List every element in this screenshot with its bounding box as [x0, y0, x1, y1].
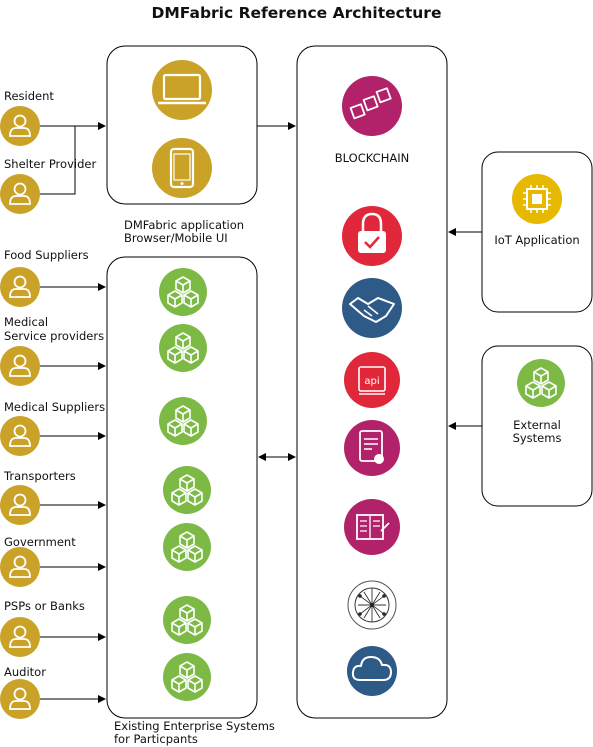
external-systems-label-line1: External: [513, 418, 561, 432]
mobile-phone-icon: [152, 138, 212, 198]
enterprise-system-cubes-icon: [162, 595, 212, 645]
network-globe-icon: [347, 580, 397, 630]
shelter-provider-label: Shelter Provider: [4, 157, 97, 171]
lock-check-icon: [342, 206, 402, 266]
api-icon: api: [344, 352, 400, 408]
resident-person-icon: [0, 105, 41, 147]
transporters-person-icon: [0, 484, 41, 526]
medical-service-person-icon: [0, 345, 41, 387]
enterprise-system-cubes-icon: [162, 465, 212, 515]
ledger-icon: [344, 499, 400, 555]
enterprise-box-label-line1: Existing Enterprise Systems: [114, 719, 275, 733]
cloud-icon: [347, 646, 397, 696]
iot-application-label: IoT Application: [494, 233, 580, 247]
enterprise-box-label-line2: for Particpants: [114, 732, 198, 746]
food-suppliers-label: Food Suppliers: [4, 248, 89, 262]
transporters-label: Transporters: [4, 469, 76, 483]
blockchain-label: BLOCKCHAIN: [334, 151, 410, 165]
diagram-title: DMFabric Reference Architecture: [151, 4, 442, 22]
medical-suppliers-person-icon: [0, 415, 41, 457]
medical-suppliers-label: Medical Suppliers: [4, 400, 106, 414]
external-systems-cubes-icon: [516, 358, 566, 408]
food-suppliers-person-icon: [0, 266, 41, 308]
enterprise-systems-box: [106, 256, 258, 719]
blockchain-cubes-icon: [342, 76, 402, 136]
resident-label: Resident: [4, 89, 54, 103]
auditor-person-icon: [0, 678, 41, 720]
participant-connectors: [40, 122, 482, 703]
external-systems-label-line2: Systems: [512, 431, 562, 445]
app-box-label-line1: DMFabric application: [124, 218, 245, 232]
laptop-icon: [152, 60, 212, 120]
psps-banks-person-icon: [0, 616, 41, 658]
psps-banks-label: PSPs or Banks: [4, 599, 85, 613]
government-label: Government: [4, 535, 76, 549]
chip-icon: [512, 174, 562, 224]
enterprise-system-cubes-icon: [158, 323, 208, 373]
app-box-label-line2: Browser/Mobile UI: [124, 231, 228, 245]
enterprise-system-cubes-icon: [162, 652, 212, 702]
enterprise-system-cubes-icon: [162, 522, 212, 572]
medical-service-label-line1: Medical: [4, 315, 49, 329]
blockchain-box: [296, 45, 448, 719]
shelter-provider-person-icon: [0, 173, 41, 215]
handshake-icon: [342, 278, 402, 338]
government-person-icon: [0, 546, 41, 588]
auditor-label: Auditor: [4, 665, 46, 679]
enterprise-system-cubes-icon: [158, 267, 208, 317]
enterprise-system-cubes-icon: [158, 396, 208, 446]
certificate-icon: [344, 420, 400, 476]
svg-text:api: api: [364, 376, 379, 387]
app-box: [106, 45, 258, 205]
medical-service-label-line2: Service providers: [4, 329, 105, 343]
